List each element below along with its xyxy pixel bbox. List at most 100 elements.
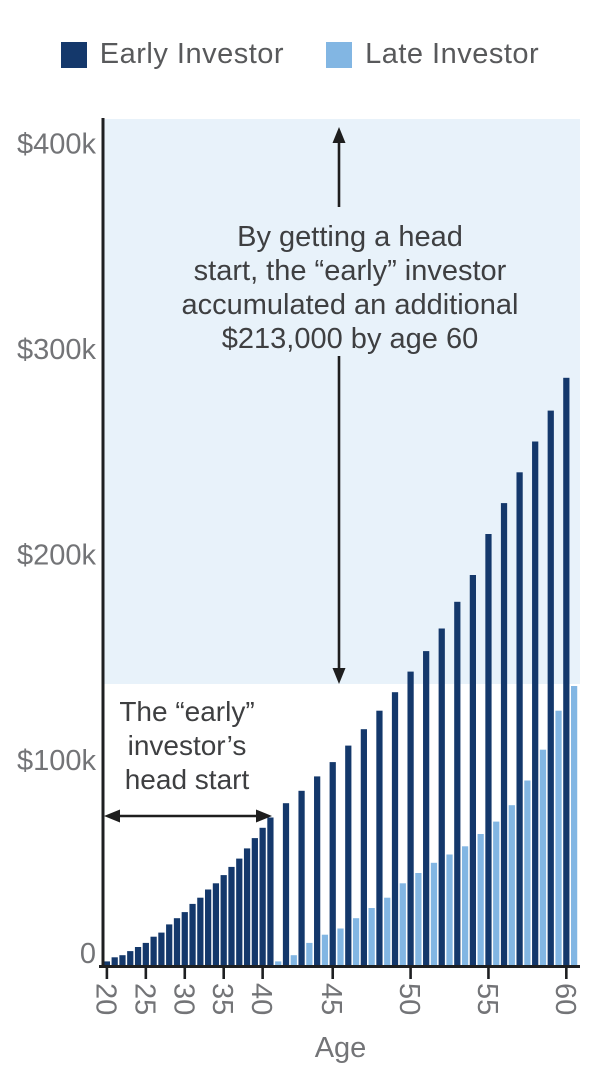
late-investor-swatch (326, 41, 353, 68)
y-tick-label-0: 0 (80, 938, 96, 970)
legend-label-early: Early Investor (99, 38, 285, 70)
bar-late-age-52 (446, 854, 453, 967)
bar-early-age-54 (469, 575, 476, 967)
x-axis-title: Age (314, 1032, 367, 1064)
gain-annotation-line: $213,000 by age 60 (221, 323, 479, 355)
bar-early-age-27 (158, 932, 165, 967)
bar-early-age-33 (205, 889, 212, 967)
bar-early-age-38 (243, 848, 251, 967)
gain-arrow-head-up-icon (332, 127, 346, 143)
x-tick-label-20: 20 (89, 983, 121, 1015)
bar-late-age-60 (570, 686, 578, 967)
bar-early-age-20 (103, 961, 111, 967)
bar-late-age-51 (430, 862, 438, 967)
bar-early-age-28 (166, 924, 173, 967)
bar-early-age-42 (282, 803, 290, 967)
bar-early-age-22 (119, 955, 126, 967)
bar-late-age-54 (477, 834, 484, 967)
y-axis-labels: $400k $300k $200k $100k 0 (17, 129, 97, 971)
bar-early-age-43 (298, 790, 305, 967)
gain-annotation-line: start, the “early” investor (193, 255, 507, 287)
gain-annotation-line: accumulated an additional (181, 289, 519, 321)
bar-early-age-30 (181, 912, 188, 967)
x-tick-label-35: 35 (206, 983, 238, 1015)
bar-early-age-31 (189, 903, 196, 967)
bar-early-age-47 (360, 729, 367, 967)
bar-early-age-59 (547, 410, 554, 967)
legend: Early Investor Late Investor (0, 38, 600, 71)
legend-item-late: Late Investor (326, 38, 539, 71)
y-tick-label-400k: $400k (17, 129, 97, 161)
x-tick-label-60: 60 (549, 983, 581, 1015)
bar-early-age-44 (314, 776, 321, 967)
gain-annotation: By getting a head start, the “early” inv… (115, 220, 585, 356)
head-start-arrow-head-left-icon (104, 809, 120, 823)
bar-late-age-58 (539, 749, 547, 967)
gain-arrow (332, 127, 346, 684)
legend-item-early: Early Investor (60, 38, 285, 71)
bar-early-age-21 (111, 957, 118, 967)
head-start-annotation-line: head start (124, 764, 250, 795)
bar-early-age-52 (438, 628, 445, 967)
head-start-arrow-head-right-icon (256, 809, 272, 823)
bar-late-age-46 (352, 918, 360, 967)
highlight-region (104, 119, 580, 684)
bar-early-age-40 (259, 827, 266, 967)
bar-early-age-36 (228, 866, 235, 967)
x-tick-label-25: 25 (128, 983, 160, 1015)
x-tick-label-40: 40 (245, 983, 277, 1015)
bar-early-age-41 (267, 817, 274, 967)
bar-early-age-46 (345, 745, 352, 967)
bar-late-age-59 (555, 710, 562, 967)
bar-late-age-55 (493, 821, 500, 967)
x-tick-label-45: 45 (315, 983, 347, 1015)
bar-early-age-51 (423, 651, 430, 967)
head-start-annotation-line: investor’s (127, 730, 247, 761)
bar-late-age-49 (399, 883, 406, 967)
gain-arrow-head-down-icon (332, 668, 346, 684)
x-tick-label-55: 55 (471, 983, 503, 1015)
bar-early-age-58 (532, 441, 539, 967)
bar-late-age-57 (524, 780, 531, 967)
bar-early-age-35 (220, 875, 227, 967)
bar-late-age-50 (415, 873, 422, 967)
x-tick-label-30: 30 (167, 983, 199, 1015)
bar-early-age-55 (485, 534, 492, 967)
bar-early-age-45 (329, 762, 336, 967)
bar-early-age-23 (127, 951, 134, 967)
legend-label-late: Late Investor (365, 38, 540, 70)
y-tick-label-100k: $100k (17, 745, 97, 777)
bar-early-age-26 (150, 936, 157, 967)
head-start-annotation-line: The “early” (119, 696, 255, 727)
bar-late-age-45 (337, 928, 344, 967)
bar-late-age-47 (368, 908, 375, 967)
gain-annotation-line: By getting a head (237, 221, 463, 253)
bar-late-age-42 (290, 955, 297, 967)
bar-early-age-24 (134, 947, 142, 967)
bar-late-age-43 (306, 942, 313, 967)
bar-early-age-39 (251, 838, 258, 967)
bar-early-age-57 (516, 472, 523, 967)
x-axis-labels: 20 25 30 35 40 45 50 55 60 (89, 966, 581, 1015)
bars-group (103, 377, 578, 967)
y-tick-label-300k: $300k (17, 334, 97, 366)
bar-late-age-53 (461, 846, 469, 967)
bar-early-age-60 (563, 377, 570, 967)
bar-early-age-56 (500, 503, 508, 967)
early-investor-swatch (60, 41, 87, 68)
bar-early-age-37 (236, 858, 243, 967)
bar-late-age-56 (508, 805, 515, 967)
bar-early-age-25 (142, 942, 149, 967)
bar-early-age-29 (173, 918, 181, 967)
y-tick-label-200k: $200k (17, 540, 97, 572)
bar-early-age-32 (197, 897, 204, 967)
x-tick-label-50: 50 (393, 983, 425, 1015)
bar-early-age-48 (376, 710, 383, 967)
bar-early-age-34 (212, 883, 220, 967)
head-start-annotation: The “early” investor’s head start (101, 695, 273, 797)
bar-late-age-48 (384, 897, 391, 967)
bar-early-age-50 (407, 671, 414, 967)
bar-early-age-49 (391, 692, 399, 967)
